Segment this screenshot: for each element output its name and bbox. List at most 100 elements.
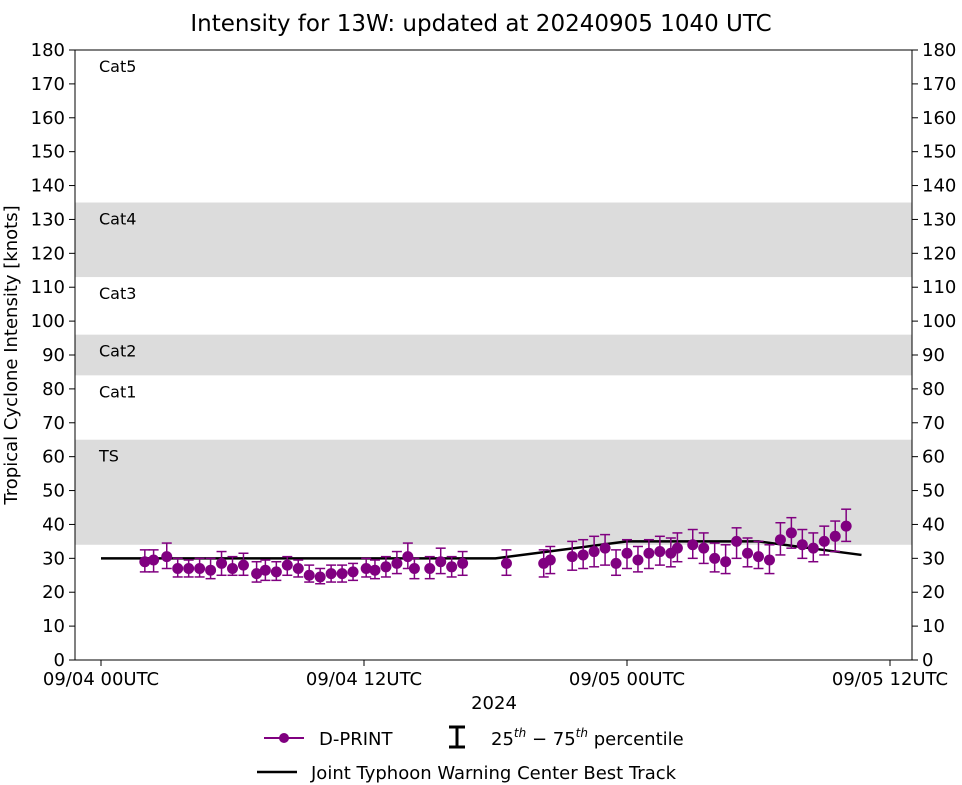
dprint-marker	[391, 557, 403, 569]
y-tick-label-left: 60	[42, 447, 65, 468]
dprint-point	[251, 560, 263, 583]
dprint-point	[829, 520, 841, 553]
dprint-marker	[731, 535, 743, 547]
dprint-marker	[148, 554, 160, 566]
dprint-point	[544, 545, 556, 575]
y-tick-label-left: 170	[31, 74, 65, 95]
dprint-marker	[643, 547, 655, 559]
dprint-point	[369, 559, 381, 580]
x-tick-label: 09/04 12UTC	[306, 669, 422, 690]
dprint-point	[380, 555, 392, 578]
dprint-point	[270, 560, 282, 582]
dprint-point	[281, 555, 293, 577]
y-tick-label-right: 20	[922, 582, 945, 603]
dprint-point	[763, 544, 775, 575]
dprint-marker	[544, 554, 556, 566]
dprint-point	[698, 532, 710, 565]
dprint-marker	[632, 554, 644, 566]
dprint-marker	[408, 563, 420, 574]
dprint-marker	[500, 557, 512, 569]
dprint-point	[336, 564, 348, 583]
y-tick-label-right: 180	[922, 40, 956, 61]
dprint-point	[205, 557, 217, 580]
dprint-marker	[237, 559, 249, 571]
dprint-marker	[216, 557, 228, 569]
dprint-marker	[360, 563, 372, 574]
dprint-marker	[687, 539, 699, 551]
y-tick-label-left: 90	[42, 345, 65, 366]
dprint-point	[325, 564, 337, 583]
dprint-point	[391, 550, 403, 575]
band-cat4	[75, 202, 912, 278]
y-tick-label-left: 140	[31, 176, 65, 197]
dprint-point	[408, 557, 420, 580]
dprint-point	[435, 547, 447, 575]
dprint-marker	[621, 547, 633, 559]
dprint-marker	[785, 527, 797, 539]
y-tick-label-right: 10	[922, 616, 945, 637]
dprint-marker	[139, 556, 151, 568]
dprint-point	[139, 549, 151, 573]
dprint-marker	[183, 563, 195, 574]
dprint-point	[500, 549, 512, 577]
x-tick-label: 09/04 00UTC	[43, 669, 159, 690]
dprint-point	[161, 542, 173, 570]
dprint-point	[599, 533, 611, 566]
dprint-point	[671, 532, 683, 563]
dprint-point	[457, 550, 469, 577]
y-tick-label-right: 120	[922, 243, 956, 264]
dprint-point	[654, 535, 666, 566]
dprint-point	[566, 540, 578, 571]
legend-best-track-label: Joint Typhoon Warning Center Best Track	[310, 763, 677, 784]
y-tick-label-right: 110	[922, 277, 956, 298]
y-tick-label-left: 30	[42, 548, 65, 569]
dprint-point	[216, 550, 228, 577]
y-tick-label-left: 20	[42, 582, 65, 603]
dprint-marker	[720, 556, 732, 568]
y-tick-label-left: 160	[31, 108, 65, 129]
dprint-marker	[303, 569, 315, 581]
legend-errorbar-icon	[449, 725, 465, 749]
dprint-point	[194, 557, 206, 578]
dprint-marker	[610, 557, 622, 569]
y-tick-label-left: 130	[31, 209, 65, 230]
band-label-cat5: Cat5	[99, 57, 136, 76]
dprint-marker	[671, 542, 683, 554]
y-tick-label-right: 40	[922, 514, 945, 535]
dprint-marker	[380, 561, 392, 573]
dprint-marker	[709, 552, 721, 564]
x-tick-label: 09/05 12UTC	[832, 669, 948, 690]
dprint-marker	[435, 556, 447, 568]
dprint-marker	[259, 564, 271, 576]
dprint-point	[237, 552, 249, 577]
y-tick-label-left: 80	[42, 379, 65, 400]
band-label-cat1: Cat1	[99, 382, 136, 401]
dprint-marker	[599, 542, 611, 554]
dprint-point	[314, 567, 326, 585]
y-tick-label-right: 80	[922, 379, 945, 400]
dprint-marker	[172, 563, 184, 574]
band-label-cat3: Cat3	[99, 284, 136, 303]
dprint-marker	[347, 566, 359, 578]
dprint-point	[643, 538, 655, 570]
y-tick-label-right: 90	[922, 345, 945, 366]
y-tick-label-right: 70	[922, 413, 945, 434]
dprint-point	[183, 559, 195, 578]
dprint-point	[446, 555, 458, 578]
dprint-marker	[227, 563, 238, 574]
band-label-cat4: Cat4	[99, 210, 136, 229]
y-tick-label-right: 130	[922, 209, 956, 230]
dprint-point	[292, 559, 304, 578]
y-tick-label-right: 170	[922, 74, 956, 95]
legend: D-PRINT 25th − 75th percentile Joint Typ…	[257, 725, 684, 784]
dprint-marker	[251, 568, 263, 580]
dprint-point	[807, 532, 819, 563]
band-cat2	[75, 334, 912, 376]
dprint-point	[742, 537, 754, 568]
dprint-point	[720, 544, 732, 575]
dprint-point	[577, 538, 589, 570]
dprint-marker	[577, 549, 589, 561]
dprint-point	[610, 549, 622, 577]
dprint-marker	[314, 571, 326, 583]
